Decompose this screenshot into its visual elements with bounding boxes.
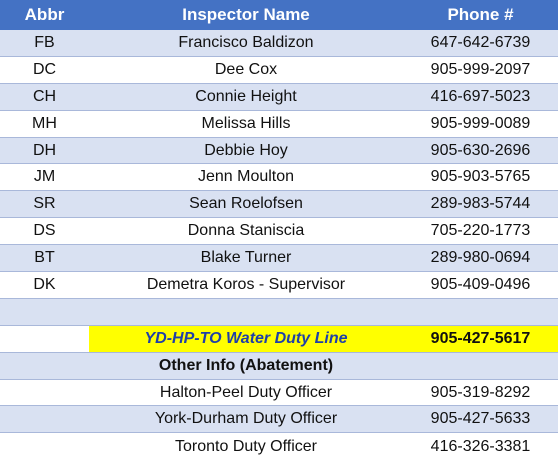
table-row: DC Dee Cox 905-999-2097 bbox=[0, 57, 558, 84]
header-phone: Phone # bbox=[403, 0, 558, 30]
duty-line-row: YD-HP-TO Water Duty Line 905-427-5617 bbox=[0, 326, 558, 353]
table-row: MH Melissa Hills 905-999-0089 bbox=[0, 111, 558, 138]
inspector-name: Connie Height bbox=[89, 84, 403, 110]
inspector-name: Blake Turner bbox=[89, 245, 403, 271]
empty-cell bbox=[0, 353, 89, 379]
spacer-row bbox=[0, 299, 558, 326]
empty-cell bbox=[0, 326, 89, 352]
table-row: BT Blake Turner 289-980-0694 bbox=[0, 245, 558, 272]
inspector-phone: 905-903-5765 bbox=[403, 164, 558, 190]
empty-cell bbox=[403, 353, 558, 379]
duty-officer-phone: 416-326-3381 bbox=[403, 433, 558, 460]
duty-officer-phone: 905-319-8292 bbox=[403, 380, 558, 406]
header-inspector-name: Inspector Name bbox=[89, 0, 403, 30]
inspector-abbr: DH bbox=[0, 138, 89, 164]
inspector-abbr: DS bbox=[0, 218, 89, 244]
table-row: DK Demetra Koros - Supervisor 905-409-04… bbox=[0, 272, 558, 299]
header-abbr: Abbr bbox=[0, 0, 89, 30]
empty-cell bbox=[0, 433, 89, 460]
table-row: SR Sean Roelofsen 289-983-5744 bbox=[0, 191, 558, 218]
table-row: FB Francisco Baldizon 647-642-6739 bbox=[0, 30, 558, 57]
duty-line-phone: 905-427-5617 bbox=[403, 326, 558, 352]
empty-cell bbox=[0, 299, 89, 325]
inspector-name: Donna Staniscia bbox=[89, 218, 403, 244]
duty-line-label: YD-HP-TO Water Duty Line bbox=[89, 326, 403, 352]
duty-officer-name: Halton-Peel Duty Officer bbox=[89, 380, 403, 406]
empty-cell bbox=[89, 299, 403, 325]
other-info-heading-row: Other Info (Abatement) bbox=[0, 353, 558, 380]
inspector-phone: 289-983-5744 bbox=[403, 191, 558, 217]
inspector-abbr: FB bbox=[0, 30, 89, 56]
duty-officer-phone: 905-427-5633 bbox=[403, 406, 558, 432]
table-header-row: Abbr Inspector Name Phone # bbox=[0, 0, 558, 30]
inspector-abbr: CH bbox=[0, 84, 89, 110]
empty-cell bbox=[403, 299, 558, 325]
table-row: DH Debbie Hoy 905-630-2696 bbox=[0, 138, 558, 165]
inspector-phone: 647-642-6739 bbox=[403, 30, 558, 56]
inspector-abbr: DK bbox=[0, 272, 89, 298]
table-row: York-Durham Duty Officer 905-427-5633 bbox=[0, 406, 558, 433]
inspector-name: Sean Roelofsen bbox=[89, 191, 403, 217]
inspector-phone: 905-999-0089 bbox=[403, 111, 558, 137]
table-row: CH Connie Height 416-697-5023 bbox=[0, 84, 558, 111]
table-row: Halton-Peel Duty Officer 905-319-8292 bbox=[0, 380, 558, 407]
inspector-abbr: JM bbox=[0, 164, 89, 190]
inspector-abbr: DC bbox=[0, 57, 89, 83]
inspector-phone: 905-630-2696 bbox=[403, 138, 558, 164]
inspector-name: Debbie Hoy bbox=[89, 138, 403, 164]
inspector-abbr: SR bbox=[0, 191, 89, 217]
inspector-name: Francisco Baldizon bbox=[89, 30, 403, 56]
inspector-name: Dee Cox bbox=[89, 57, 403, 83]
table-row: Toronto Duty Officer 416-326-3381 bbox=[0, 433, 558, 460]
duty-line-highlight: YD-HP-TO Water Duty Line 905-427-5617 bbox=[89, 326, 558, 352]
inspector-phone: 289-980-0694 bbox=[403, 245, 558, 271]
empty-cell bbox=[0, 406, 89, 432]
inspector-abbr: MH bbox=[0, 111, 89, 137]
inspector-phone: 905-999-2097 bbox=[403, 57, 558, 83]
inspector-phone: 416-697-5023 bbox=[403, 84, 558, 110]
table-row: DS Donna Staniscia 705-220-1773 bbox=[0, 218, 558, 245]
other-info-heading: Other Info (Abatement) bbox=[89, 353, 403, 379]
table-row: JM Jenn Moulton 905-903-5765 bbox=[0, 164, 558, 191]
inspector-name: Melissa Hills bbox=[89, 111, 403, 137]
inspector-phone: 905-409-0496 bbox=[403, 272, 558, 298]
inspector-phone: 705-220-1773 bbox=[403, 218, 558, 244]
inspector-name: Demetra Koros - Supervisor bbox=[89, 272, 403, 298]
inspector-abbr: BT bbox=[0, 245, 89, 271]
duty-officer-name: Toronto Duty Officer bbox=[89, 433, 403, 460]
empty-cell bbox=[0, 380, 89, 406]
duty-officer-name: York-Durham Duty Officer bbox=[89, 406, 403, 432]
inspector-name: Jenn Moulton bbox=[89, 164, 403, 190]
